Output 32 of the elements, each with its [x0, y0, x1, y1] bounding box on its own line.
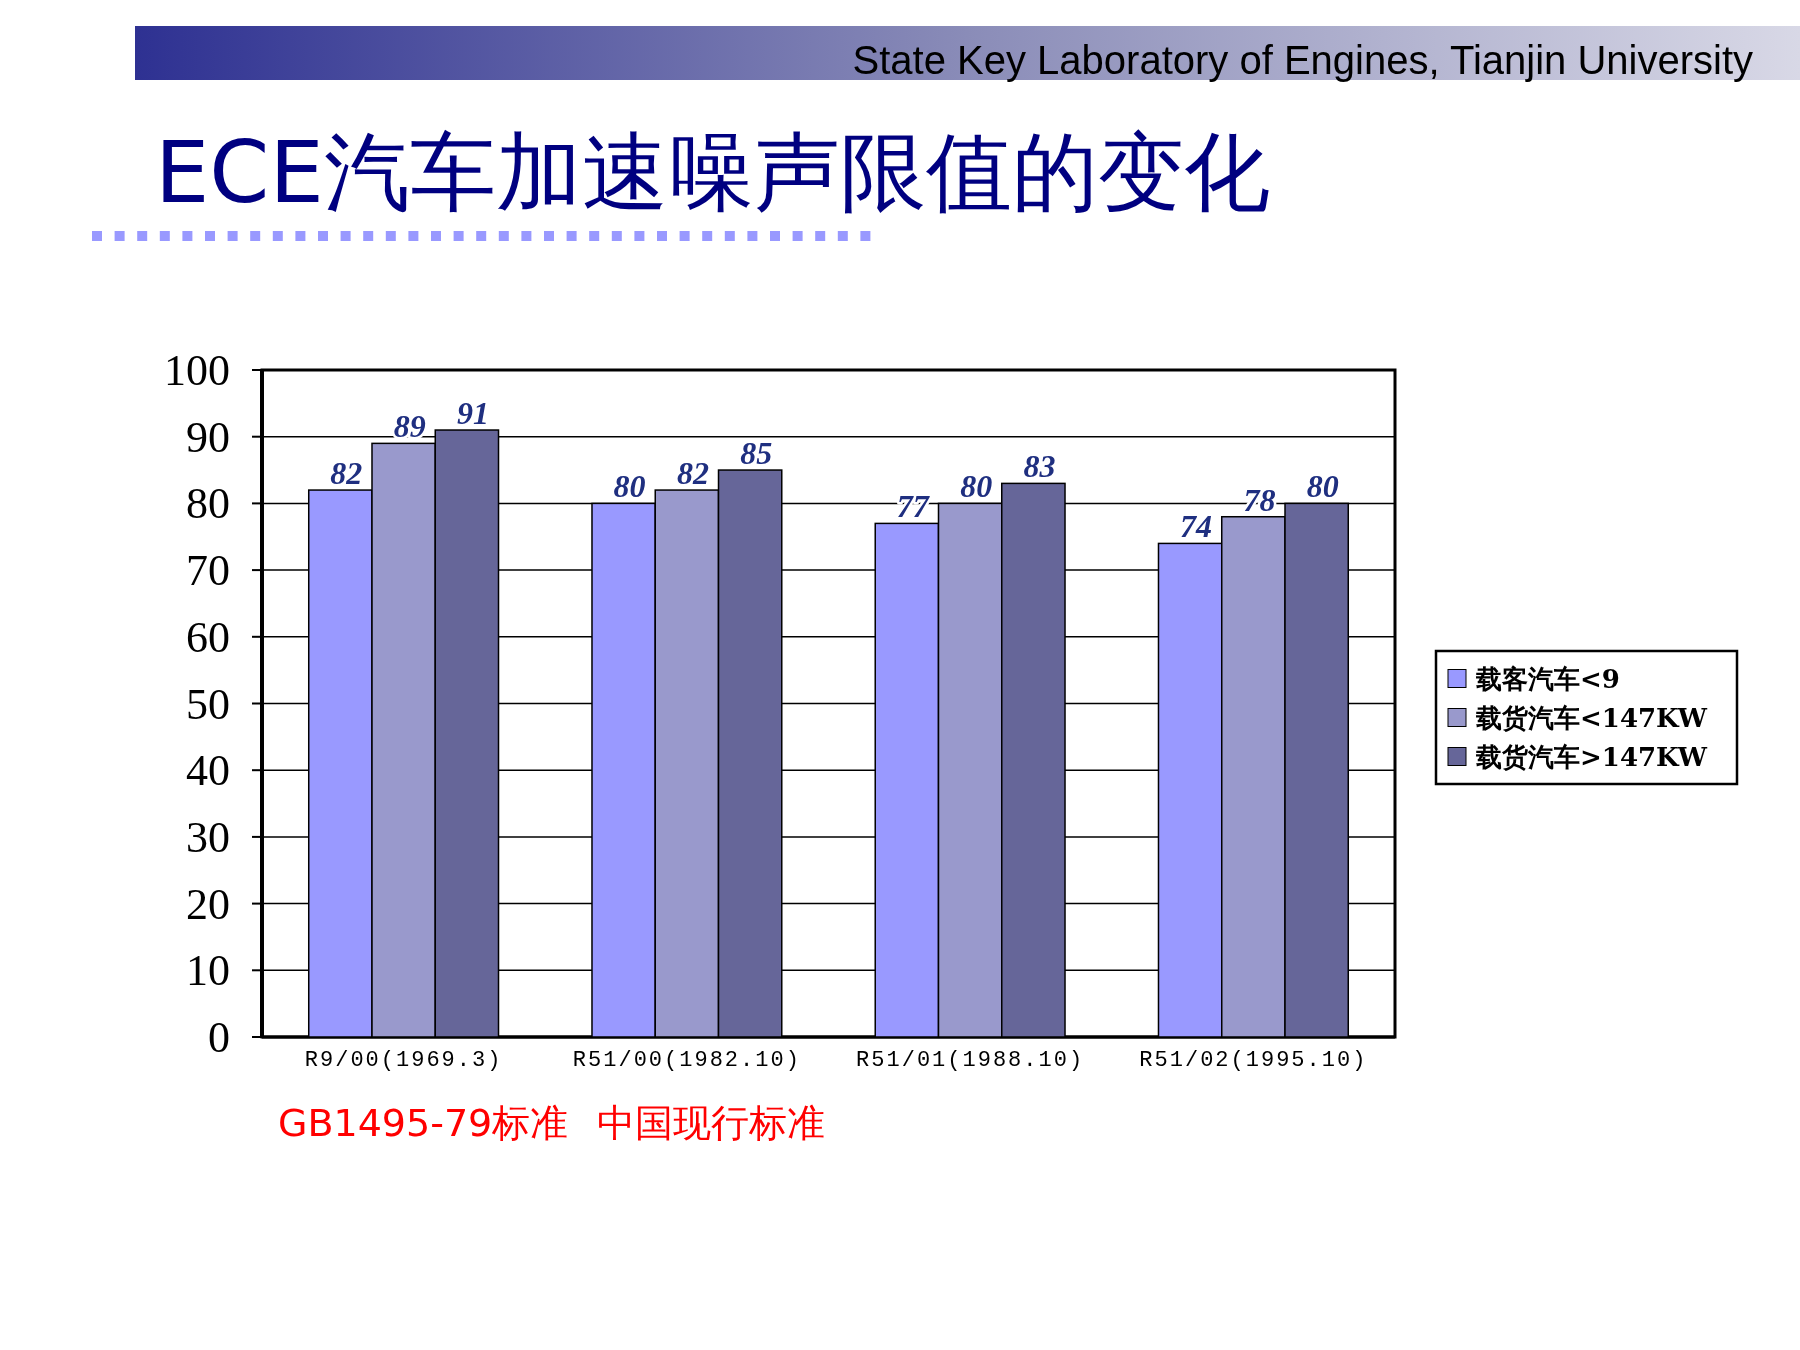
annotation: 中国现行标准 [597, 1101, 825, 1145]
x-tick-label: R51/02(1995.10) [1139, 1048, 1368, 1073]
data-label: 82 [676, 455, 709, 492]
y-tick-label: 60 [186, 612, 230, 662]
data-label: 80 [613, 468, 646, 505]
x-tick-label: R51/01(1988.10) [856, 1048, 1085, 1073]
y-tick-label: 10 [186, 946, 230, 996]
y-tick-label: 50 [186, 679, 230, 729]
y-tick-label: 80 [186, 479, 230, 529]
y-tick-label: 90 [186, 412, 230, 462]
y-tick-label: 70 [186, 546, 230, 596]
y-tick-label: 20 [186, 879, 230, 929]
data-label: 82 [330, 455, 363, 492]
annotation: State Key Laboratory of Engines, Tianjin University [852, 38, 1753, 82]
legend-label: 载货汽车<147KW [1475, 702, 1708, 733]
y-tick-label: 100 [164, 346, 230, 395]
data-label: 80 [1306, 468, 1339, 505]
legend-label: 载客汽车<9 [1475, 663, 1620, 694]
data-label: 91 [456, 395, 489, 432]
y-tick-label: 30 [186, 812, 230, 862]
x-tick-label: R51/00(1982.10) [572, 1048, 801, 1073]
y-tick-label: 0 [208, 1013, 230, 1062]
y-tick-label: 40 [186, 746, 230, 796]
data-label: 80 [960, 468, 993, 505]
x-tick-label: R9/00(1969.3) [304, 1048, 503, 1073]
title: ECE汽车加速噪声限值的变化 [155, 122, 1270, 222]
data-label: 83 [1023, 448, 1056, 485]
data-label: 85 [740, 435, 773, 472]
legend-label: 载货汽车>147KW [1475, 741, 1708, 772]
annotation: GB1495-79标准 [278, 1101, 569, 1145]
data-label: 89 [393, 408, 426, 445]
data-label: 74 [1180, 508, 1213, 545]
